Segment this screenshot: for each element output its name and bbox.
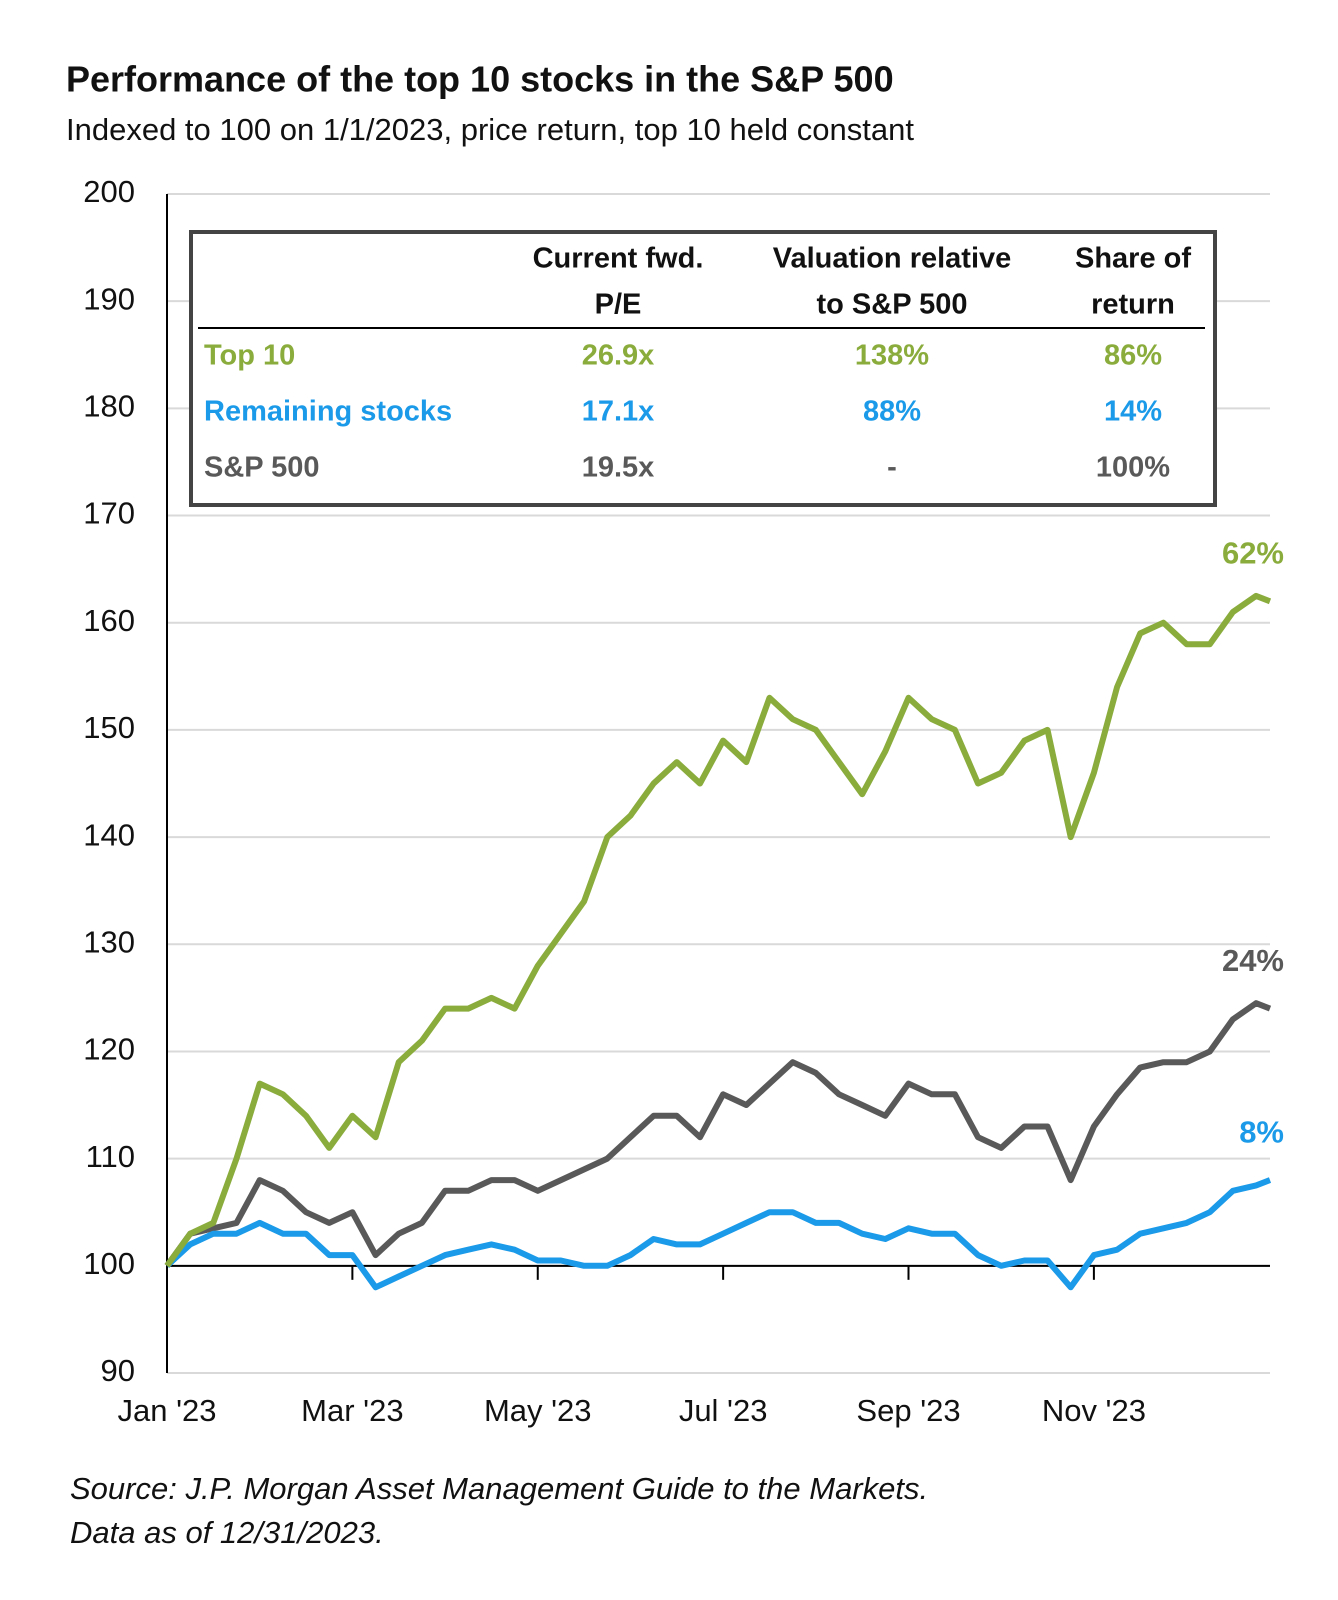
y-tick-label: 170 [83,496,135,531]
table-cell: - [887,452,897,484]
table-cell: 86% [1104,340,1162,372]
table-header: Valuation relative [773,243,1012,275]
end-label: 8% [1239,1114,1284,1149]
y-tick-label: 190 [83,281,135,316]
y-tick-label: 200 [83,174,135,209]
chart-subtitle: Indexed to 100 on 1/1/2023, price return… [66,112,914,147]
y-tick-label: 140 [83,817,135,852]
y-tick-label: 180 [83,389,135,424]
table-cell: 88% [863,396,921,428]
y-tick-label: 150 [83,710,135,745]
x-tick-label: Jul '23 [679,1393,768,1428]
x-tick-label: Sep '23 [856,1393,960,1428]
series-line [164,1177,1272,1291]
table-box [189,230,1217,507]
chart-title: Performance of the top 10 stocks in the … [66,59,894,100]
x-tick-label: Jan '23 [118,1393,217,1428]
source-note: Source: J.P. Morgan Asset Management Gui… [70,1471,928,1506]
x-tick-label: May '23 [484,1393,592,1428]
table-cell: 26.9x [582,340,655,372]
table-header: to S&P 500 [817,289,968,321]
series-line [164,592,1272,1268]
source-note: Data as of 12/31/2023. [70,1515,384,1550]
x-tick-label: Mar '23 [301,1393,403,1428]
table-cell: 138% [855,340,929,372]
y-tick-label: 160 [83,603,135,638]
table-cell: 17.1x [582,396,655,428]
y-tick-label: 90 [101,1353,135,1388]
table-row-name: Remaining stocks [204,396,452,428]
y-tick-label: 100 [83,1246,135,1281]
series-line [164,1000,1272,1268]
end-label: 62% [1222,535,1284,570]
table-cell: 100% [1096,452,1170,484]
y-tick-label: 110 [86,1139,135,1174]
y-tick-label: 120 [83,1032,135,1067]
end-label: 24% [1222,943,1284,978]
table-header: Share of [1075,243,1191,275]
table-header: Current fwd. [533,243,704,275]
table-header: P/E [595,289,642,321]
table-cell: 19.5x [582,452,655,484]
y-tick-label: 130 [83,924,135,959]
x-tick-label: Nov '23 [1042,1393,1146,1428]
table-header: return [1091,289,1175,321]
table-row-name: Top 10 [204,340,295,372]
table-cell: 14% [1104,396,1162,428]
table-row-name: S&P 500 [204,452,320,484]
